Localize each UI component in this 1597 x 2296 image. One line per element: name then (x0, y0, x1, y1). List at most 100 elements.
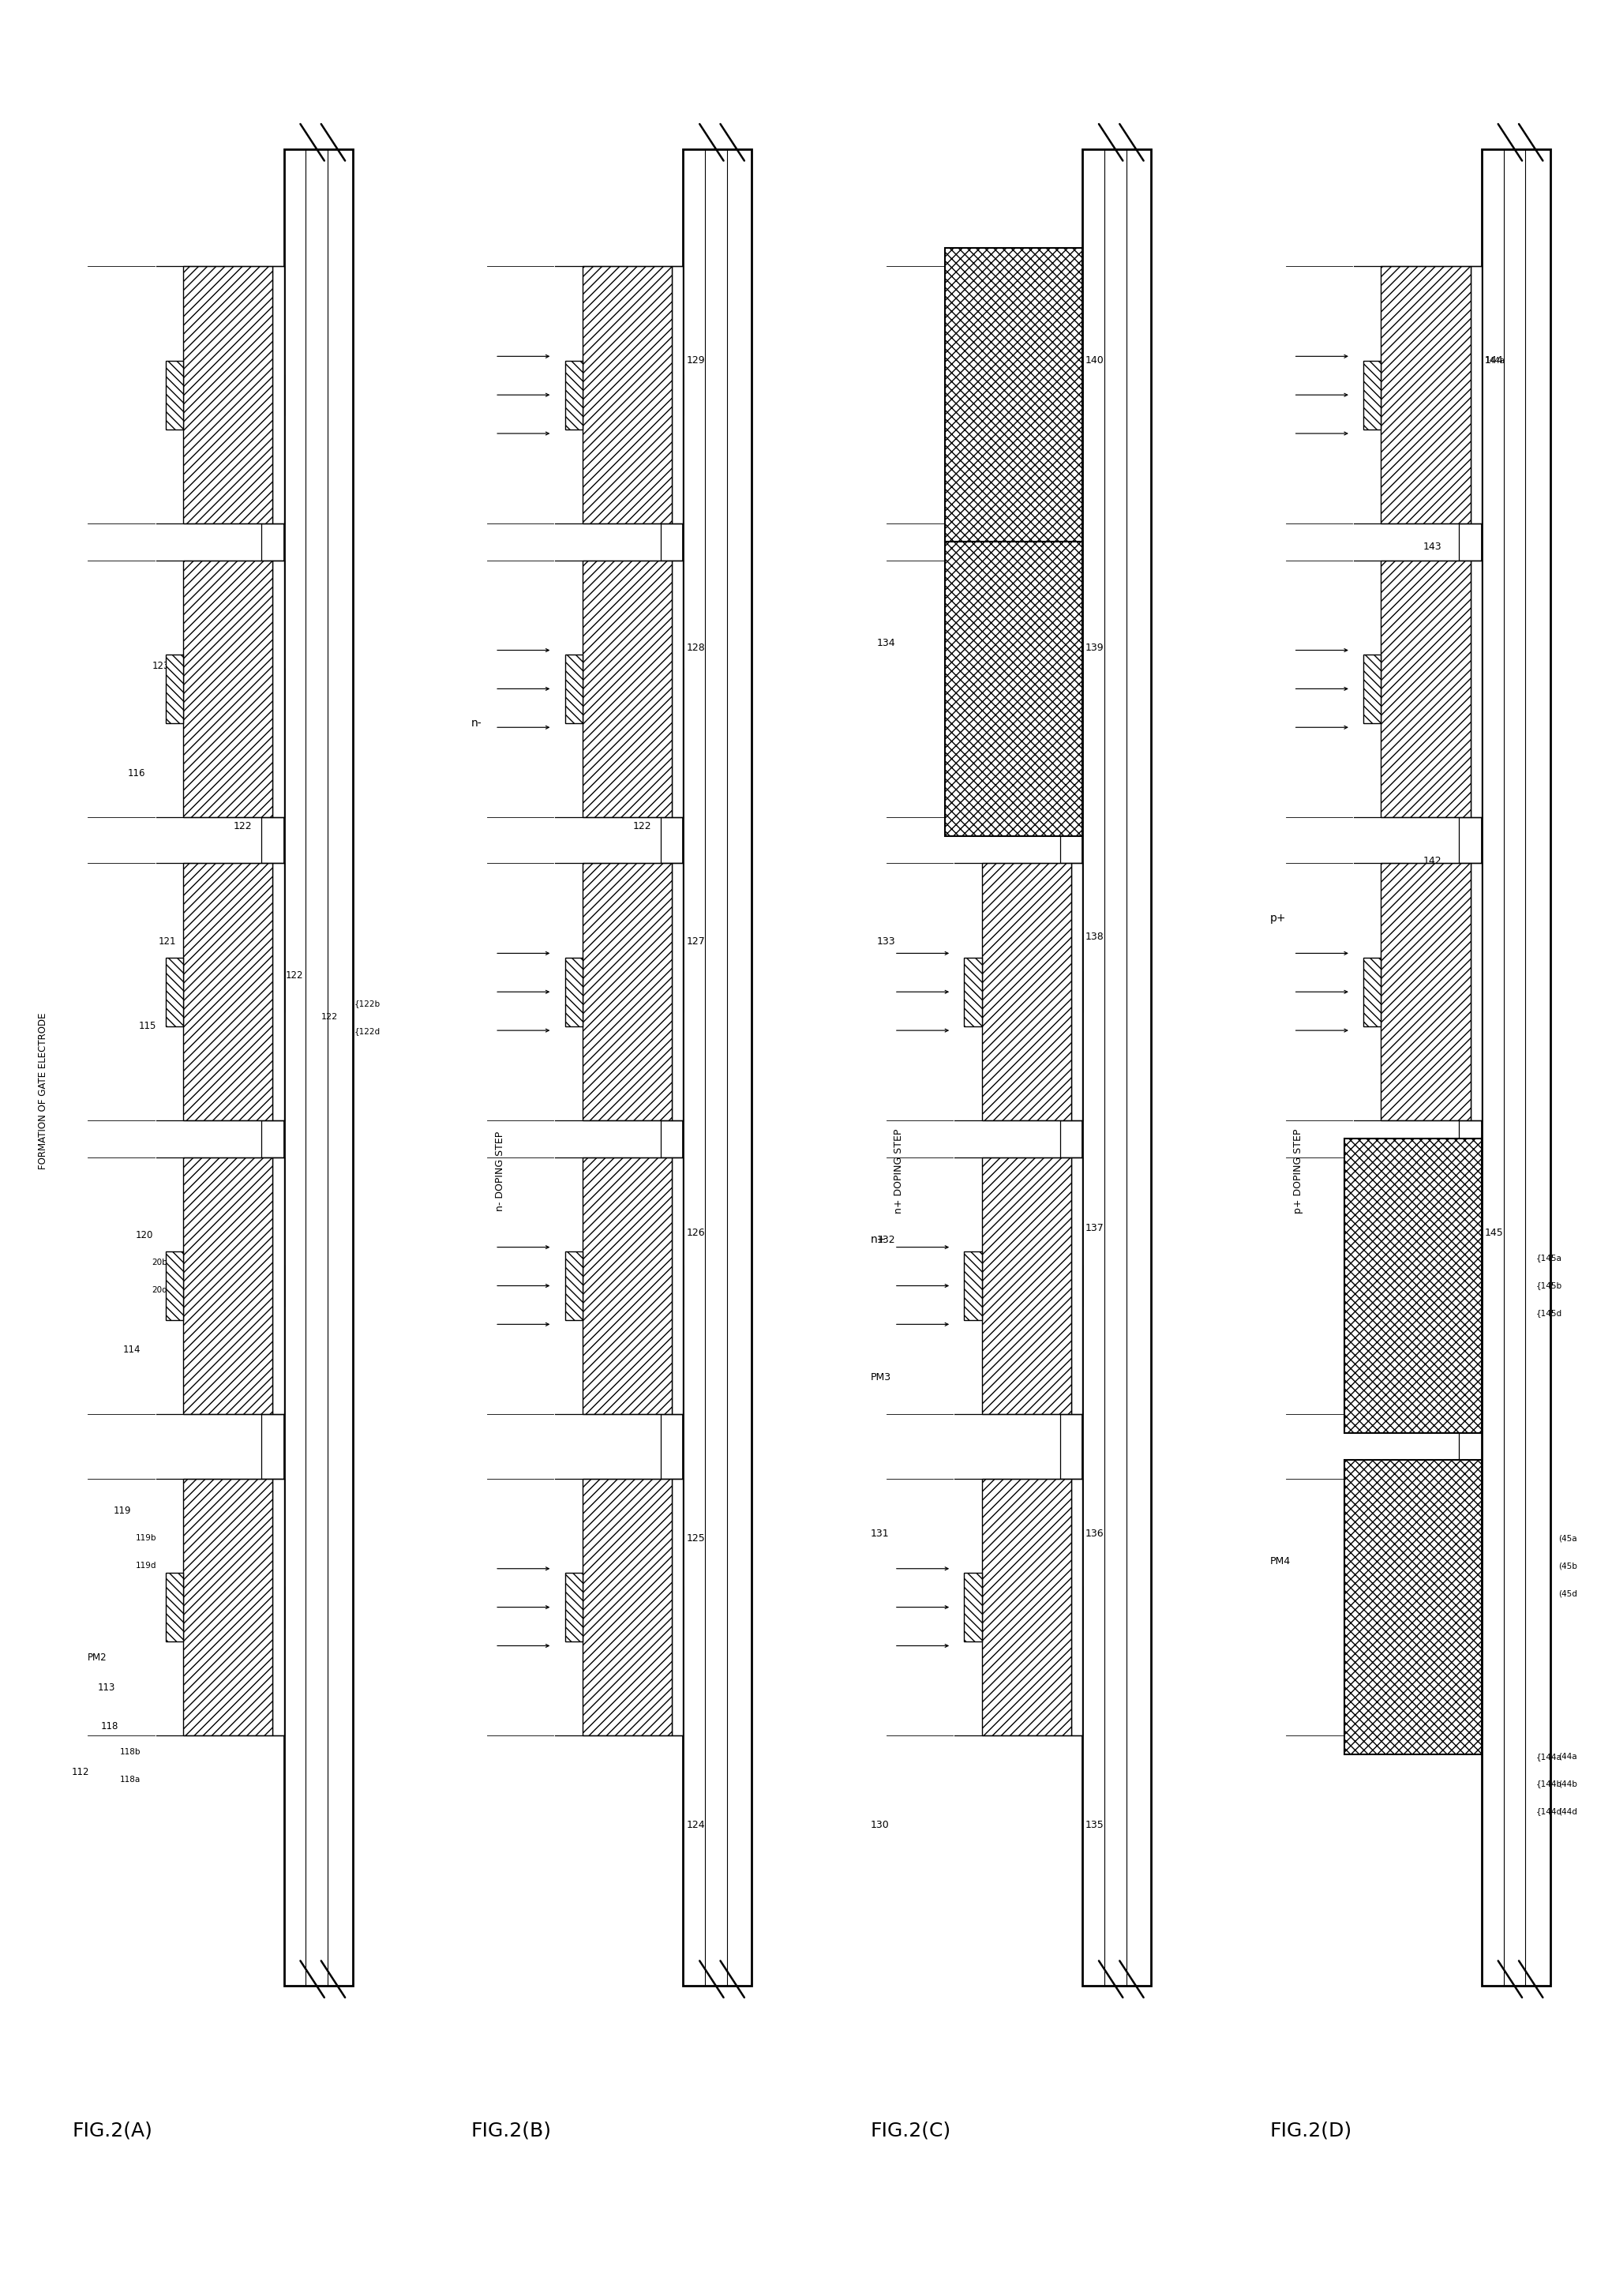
Text: 118: 118 (101, 1722, 118, 1731)
Text: 20d: 20d (152, 1286, 168, 1295)
Bar (648, 668, 684, 709)
Bar (166, 654, 184, 723)
Bar (1447, 668, 1482, 709)
Text: (44a: (44a (1559, 1752, 1576, 1761)
Bar (1471, 1157, 1482, 1414)
Bar (583, 1479, 672, 1736)
Text: FORMATION OF GATE ELECTRODE: FORMATION OF GATE ELECTRODE (38, 1013, 48, 1169)
Text: 138: 138 (1086, 932, 1104, 941)
Text: p+ DOPING STEP: p+ DOPING STEP (1294, 1130, 1303, 1212)
Bar (982, 266, 1072, 523)
Bar (565, 957, 583, 1026)
Text: 122: 122 (286, 971, 303, 980)
Text: {145a: {145a (1536, 1254, 1562, 1263)
Bar (565, 1251, 583, 1320)
Bar (982, 1157, 1072, 1414)
Text: 133: 133 (877, 937, 896, 946)
Bar (945, 542, 1083, 836)
Text: 135: 135 (1086, 1821, 1104, 1830)
Text: 143: 143 (1423, 542, 1442, 551)
Bar (583, 863, 672, 1120)
Bar (982, 863, 1072, 1120)
Text: 142: 142 (1423, 856, 1442, 866)
Text: 139: 139 (1086, 643, 1104, 652)
Bar (583, 1157, 672, 1414)
Bar (672, 1479, 684, 1736)
Bar (166, 1573, 184, 1642)
Bar (1364, 957, 1381, 1026)
Text: {122b: {122b (355, 999, 380, 1008)
Text: 123: 123 (152, 661, 169, 670)
Bar (565, 654, 583, 723)
Bar (1447, 1265, 1482, 1306)
Bar (965, 654, 982, 723)
Bar (1471, 1479, 1482, 1736)
Text: FIG.2(A): FIG.2(A) (72, 2122, 152, 2140)
Text: 124: 124 (687, 1821, 704, 1830)
Bar (648, 1587, 684, 1628)
Bar (1072, 266, 1083, 523)
Bar (1345, 1139, 1482, 1433)
Bar (1345, 1460, 1482, 1754)
Text: 137: 137 (1086, 1224, 1104, 1233)
Bar (672, 1157, 684, 1414)
Bar (1048, 971, 1083, 1013)
Text: 21d: 21d (172, 992, 188, 1001)
Text: n+ DOPING STEP: n+ DOPING STEP (894, 1130, 904, 1212)
Text: 119: 119 (113, 1506, 131, 1515)
Bar (1471, 863, 1482, 1120)
Bar (166, 360, 184, 429)
Bar (672, 560, 684, 817)
Text: {145b: {145b (1536, 1281, 1562, 1290)
Text: n+: n+ (870, 1235, 886, 1244)
Text: (45a: (45a (1559, 1534, 1576, 1543)
Text: FIG.2(C): FIG.2(C) (870, 2122, 950, 2140)
Bar (1364, 360, 1381, 429)
Bar (1048, 1587, 1083, 1628)
Text: 20b: 20b (152, 1258, 168, 1267)
Bar (284, 149, 353, 1986)
Bar (184, 1479, 273, 1736)
Bar (249, 668, 284, 709)
Bar (249, 1587, 284, 1628)
Text: n-: n- (471, 719, 482, 728)
Text: {144d: {144d (1536, 1807, 1562, 1816)
Bar (166, 957, 184, 1026)
Bar (273, 863, 284, 1120)
Text: 116: 116 (128, 769, 145, 778)
Bar (1072, 560, 1083, 817)
Text: 121: 121 (158, 937, 176, 946)
Text: p+: p+ (1270, 914, 1286, 923)
Text: 117: 117 (187, 386, 204, 395)
Text: PM3: PM3 (870, 1373, 891, 1382)
Bar (648, 374, 684, 416)
Text: 131: 131 (870, 1529, 890, 1538)
Bar (672, 863, 684, 1120)
Text: PM4: PM4 (1270, 1557, 1290, 1566)
Bar (1381, 1479, 1471, 1736)
Text: (45d: (45d (1559, 1589, 1578, 1598)
Text: n- DOPING STEP: n- DOPING STEP (495, 1132, 505, 1210)
Text: 128: 128 (687, 643, 704, 652)
Text: FIG.2(D): FIG.2(D) (1270, 2122, 1351, 2140)
Text: 144a: 144a (1485, 356, 1506, 365)
Bar (965, 1251, 982, 1320)
Text: (45b: (45b (1559, 1561, 1578, 1570)
Bar (1364, 654, 1381, 723)
Bar (1364, 1573, 1381, 1642)
Bar (965, 957, 982, 1026)
Text: 129: 129 (687, 356, 704, 365)
Text: 123b: 123b (168, 689, 188, 698)
Text: 145: 145 (1485, 1228, 1503, 1238)
Text: 126: 126 (687, 1228, 704, 1238)
Text: (44d: (44d (1559, 1807, 1578, 1816)
Text: 119d: 119d (136, 1561, 157, 1570)
Text: FIG.2(B): FIG.2(B) (471, 2122, 551, 2140)
Text: 21b: 21b (172, 964, 188, 974)
Text: 140: 140 (1086, 356, 1104, 365)
Bar (648, 971, 684, 1013)
Text: 119b: 119b (136, 1534, 157, 1543)
Bar (1381, 266, 1471, 523)
Bar (982, 1479, 1072, 1736)
Bar (273, 1479, 284, 1736)
